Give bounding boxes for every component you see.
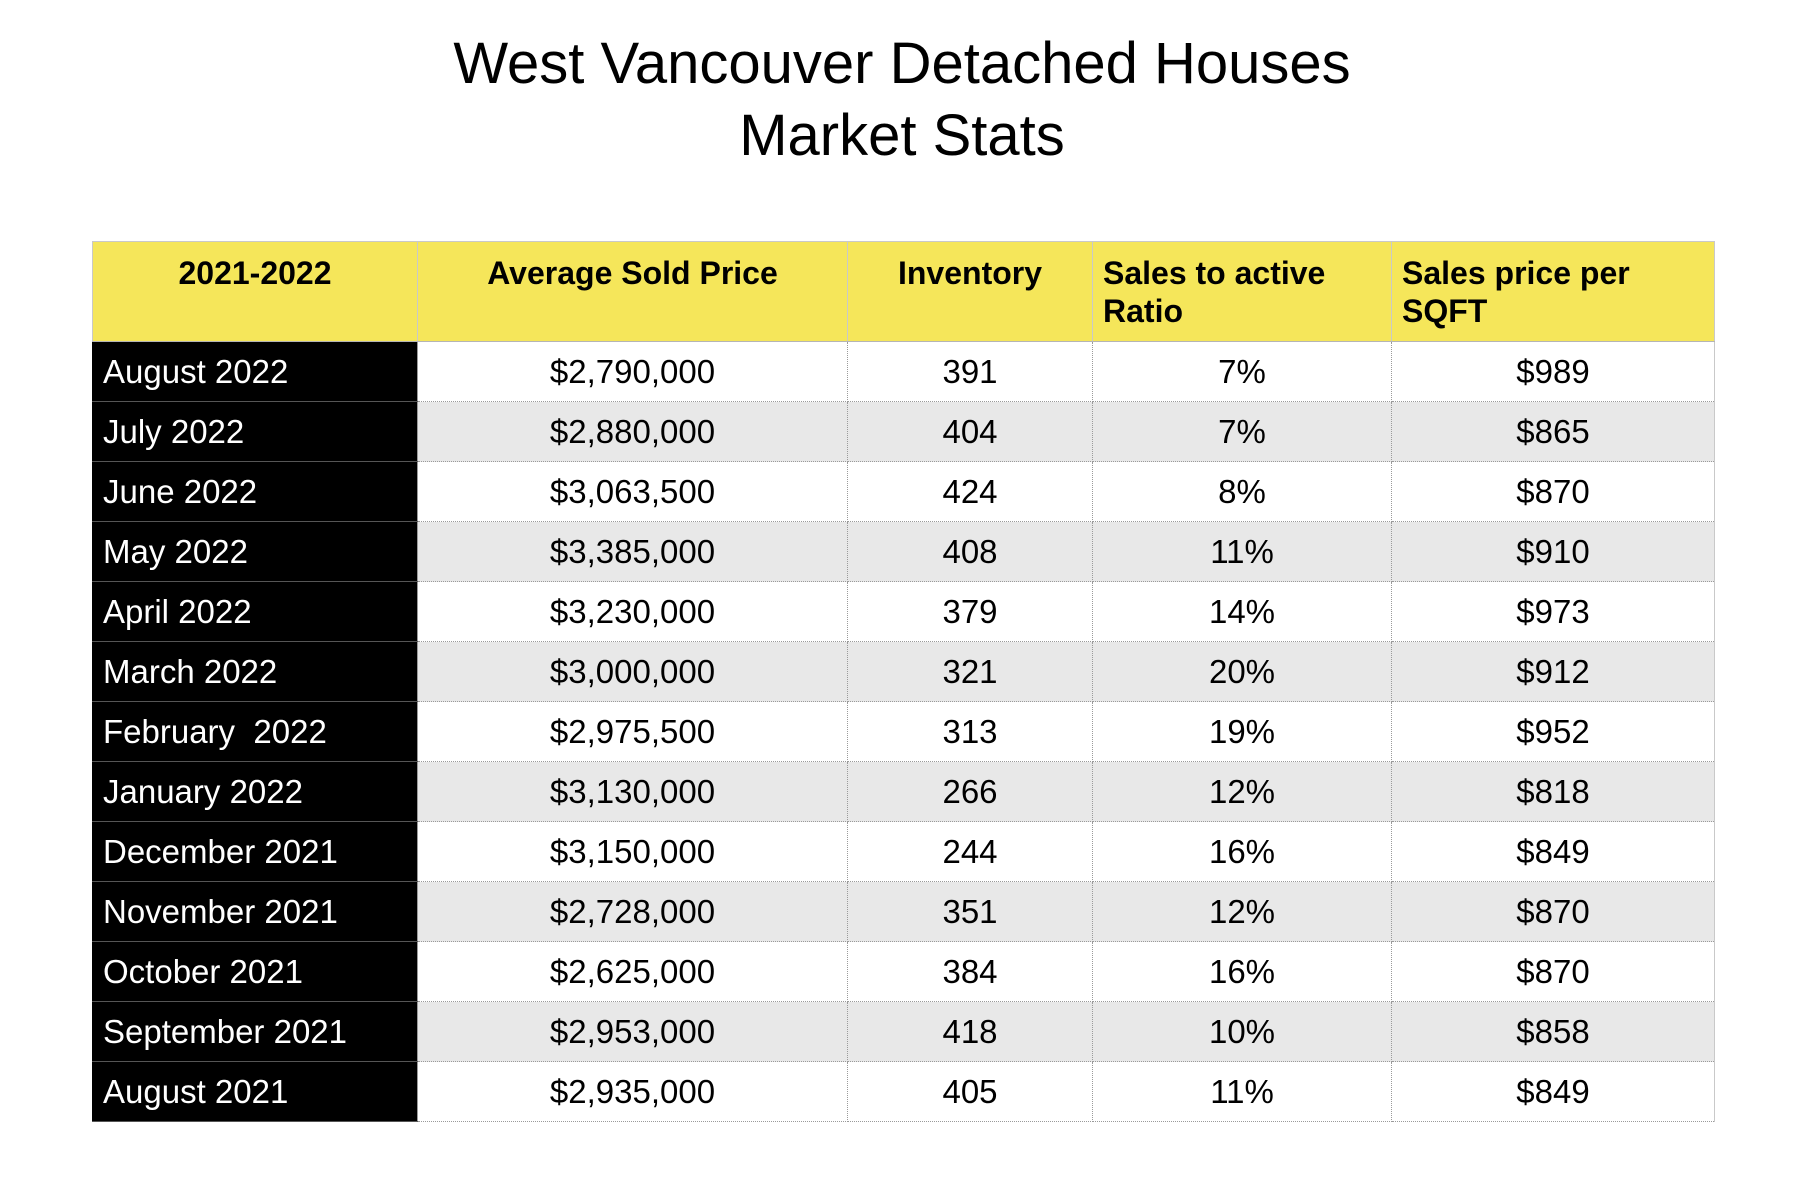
table-row: April 2022 $3,230,000 379 14% $973 xyxy=(92,581,1715,642)
header-ratio-line-2: Ratio xyxy=(1103,293,1183,329)
row-month: November 2021 xyxy=(92,881,418,942)
row-average-price: $2,728,000 xyxy=(417,881,848,942)
row-ratio: 7% xyxy=(1092,401,1392,462)
row-inventory: 404 xyxy=(847,401,1093,462)
row-price-per-sqft: $870 xyxy=(1391,881,1715,942)
row-month: February 2022 xyxy=(92,701,418,762)
table-header-row: 2021-2022 Average Sold Price Inventory S… xyxy=(92,241,1715,342)
row-price-per-sqft: $952 xyxy=(1391,701,1715,762)
row-month: October 2021 xyxy=(92,941,418,1002)
row-ratio: 11% xyxy=(1092,521,1392,582)
row-average-price: $2,790,000 xyxy=(417,341,848,402)
row-ratio: 10% xyxy=(1092,1001,1392,1062)
row-inventory: 391 xyxy=(847,341,1093,402)
row-ratio: 19% xyxy=(1092,701,1392,762)
row-inventory: 321 xyxy=(847,641,1093,702)
table-row: March 2022 $3,000,000 321 20% $912 xyxy=(92,641,1715,702)
row-ratio: 16% xyxy=(1092,941,1392,1002)
row-average-price: $3,000,000 xyxy=(417,641,848,702)
row-inventory: 351 xyxy=(847,881,1093,942)
table-row: August 2021 $2,935,000 405 11% $849 xyxy=(92,1061,1715,1122)
row-price-per-sqft: $849 xyxy=(1391,821,1715,882)
row-average-price: $3,130,000 xyxy=(417,761,848,822)
row-average-price: $2,935,000 xyxy=(417,1061,848,1122)
row-price-per-sqft: $858 xyxy=(1391,1001,1715,1062)
title-line-2: Market Stats xyxy=(739,103,1065,168)
table-row: August 2022 $2,790,000 391 7% $989 xyxy=(92,341,1715,402)
header-sqft-line-1: Sales price per xyxy=(1402,255,1630,291)
row-ratio: 8% xyxy=(1092,461,1392,522)
row-price-per-sqft: $870 xyxy=(1391,461,1715,522)
row-price-per-sqft: $865 xyxy=(1391,401,1715,462)
header-sales-to-active-ratio: Sales to active Ratio xyxy=(1092,241,1392,342)
table-row: January 2022 $3,130,000 266 12% $818 xyxy=(92,761,1715,822)
row-ratio: 7% xyxy=(1092,341,1392,402)
row-ratio: 20% xyxy=(1092,641,1392,702)
row-price-per-sqft: $818 xyxy=(1391,761,1715,822)
row-ratio: 12% xyxy=(1092,761,1392,822)
row-month: August 2022 xyxy=(92,341,418,402)
table-row: September 2021 $2,953,000 418 10% $858 xyxy=(92,1001,1715,1062)
row-average-price: $3,150,000 xyxy=(417,821,848,882)
row-inventory: 384 xyxy=(847,941,1093,1002)
row-price-per-sqft: $870 xyxy=(1391,941,1715,1002)
row-price-per-sqft: $912 xyxy=(1391,641,1715,702)
row-month: April 2022 xyxy=(92,581,418,642)
row-inventory: 418 xyxy=(847,1001,1093,1062)
row-ratio: 14% xyxy=(1092,581,1392,642)
row-inventory: 405 xyxy=(847,1061,1093,1122)
row-inventory: 379 xyxy=(847,581,1093,642)
row-average-price: $3,230,000 xyxy=(417,581,848,642)
row-month: May 2022 xyxy=(92,521,418,582)
row-month: December 2021 xyxy=(92,821,418,882)
header-sqft-line-2: SQFT xyxy=(1402,293,1488,329)
market-stats-table: 2021-2022 Average Sold Price Inventory S… xyxy=(92,241,1715,1122)
header-sales-price-per-sqft: Sales price per SQFT xyxy=(1391,241,1715,342)
row-average-price: $2,880,000 xyxy=(417,401,848,462)
row-month: January 2022 xyxy=(92,761,418,822)
row-average-price: $3,063,500 xyxy=(417,461,848,522)
table-row: February 2022 $2,975,500 313 19% $952 xyxy=(92,701,1715,762)
table-row: November 2021 $2,728,000 351 12% $870 xyxy=(92,881,1715,942)
row-month: September 2021 xyxy=(92,1001,418,1062)
title-line-1: West Vancouver Detached Houses xyxy=(453,31,1351,96)
row-month: July 2022 xyxy=(92,401,418,462)
row-average-price: $2,953,000 xyxy=(417,1001,848,1062)
row-inventory: 244 xyxy=(847,821,1093,882)
header-ratio-line-1: Sales to active xyxy=(1103,255,1326,291)
row-inventory: 266 xyxy=(847,761,1093,822)
table-row: December 2021 $3,150,000 244 16% $849 xyxy=(92,821,1715,882)
table-row: July 2022 $2,880,000 404 7% $865 xyxy=(92,401,1715,462)
row-inventory: 313 xyxy=(847,701,1093,762)
row-month: March 2022 xyxy=(92,641,418,702)
row-price-per-sqft: $910 xyxy=(1391,521,1715,582)
row-price-per-sqft: $849 xyxy=(1391,1061,1715,1122)
row-price-per-sqft: $989 xyxy=(1391,341,1715,402)
row-month: August 2021 xyxy=(92,1061,418,1122)
row-average-price: $2,625,000 xyxy=(417,941,848,1002)
row-inventory: 424 xyxy=(847,461,1093,522)
header-inventory: Inventory xyxy=(847,241,1093,342)
row-month: June 2022 xyxy=(92,461,418,522)
row-ratio: 16% xyxy=(1092,821,1392,882)
row-average-price: $3,385,000 xyxy=(417,521,848,582)
table-row: October 2021 $2,625,000 384 16% $870 xyxy=(92,941,1715,1002)
page-title: West Vancouver Detached Houses Market St… xyxy=(0,28,1804,172)
table-row: June 2022 $3,063,500 424 8% $870 xyxy=(92,461,1715,522)
row-inventory: 408 xyxy=(847,521,1093,582)
header-average-sold-price: Average Sold Price xyxy=(417,241,848,342)
table-row: May 2022 $3,385,000 408 11% $910 xyxy=(92,521,1715,582)
row-price-per-sqft: $973 xyxy=(1391,581,1715,642)
row-average-price: $2,975,500 xyxy=(417,701,848,762)
row-ratio: 12% xyxy=(1092,881,1392,942)
header-period: 2021-2022 xyxy=(92,241,418,342)
row-ratio: 11% xyxy=(1092,1061,1392,1122)
